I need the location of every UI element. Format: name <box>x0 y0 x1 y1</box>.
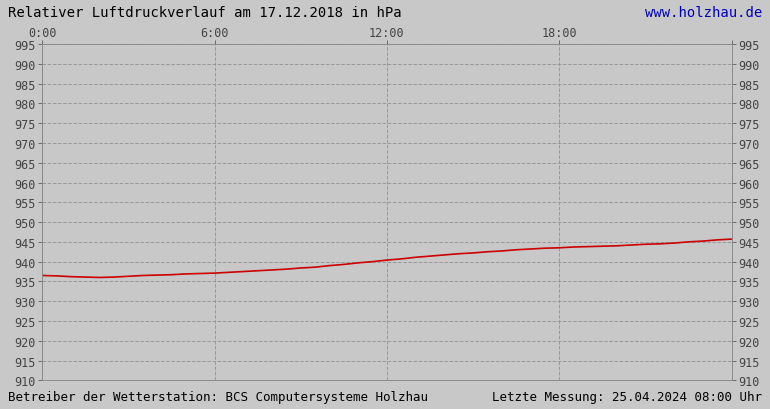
Text: Betreiber der Wetterstation: BCS Computersysteme Holzhau: Betreiber der Wetterstation: BCS Compute… <box>8 390 427 403</box>
Text: Relativer Luftdruckverlauf am 17.12.2018 in hPa: Relativer Luftdruckverlauf am 17.12.2018… <box>8 6 401 20</box>
Text: www.holzhau.de: www.holzhau.de <box>645 6 762 20</box>
Text: Letzte Messung: 25.04.2024 08:00 Uhr: Letzte Messung: 25.04.2024 08:00 Uhr <box>492 390 762 403</box>
